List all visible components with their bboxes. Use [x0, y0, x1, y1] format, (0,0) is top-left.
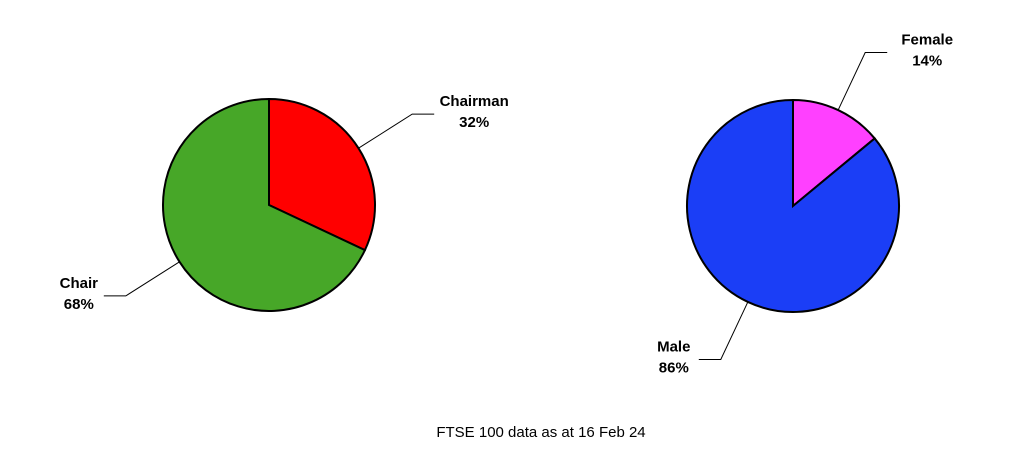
caption: FTSE 100 data as at 16 Feb 24	[436, 424, 645, 441]
pie-slice	[268, 97, 376, 252]
slice-label: Male	[657, 338, 690, 355]
leader-line	[103, 261, 180, 297]
pie-slice	[792, 98, 877, 209]
slice-label: Chairman	[440, 93, 509, 110]
value-label: 68%	[64, 296, 94, 313]
leader-line	[358, 113, 435, 149]
leader-line	[698, 301, 749, 360]
value-label: 14%	[912, 53, 942, 70]
pie-slice	[162, 97, 367, 312]
value-label: 32%	[459, 114, 489, 131]
value-label: 86%	[659, 359, 689, 376]
pie-slice	[686, 98, 900, 313]
slice-label: Female	[901, 32, 953, 49]
leader-line	[837, 52, 888, 111]
slice-label: Chair	[60, 275, 99, 292]
